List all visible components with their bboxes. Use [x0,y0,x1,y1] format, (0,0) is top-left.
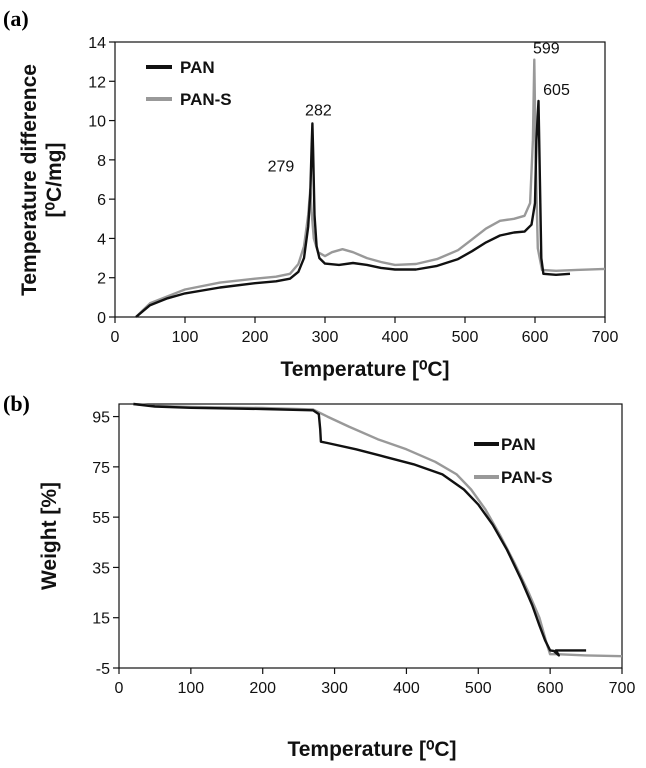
panel-a: (a) 0 2 4 6 8 10 12 14 0 100 200 300 400 500 600 700 2… [3,6,618,381]
panel-b-plot-frame [118,403,623,669]
panel-b-y-tick-label: 55 [92,510,110,527]
panel-b-x-tick-label: 500 [465,680,492,697]
panel-b-y-tick-label: -5 [96,661,110,678]
panel-b-x-tick-label: 400 [393,680,420,697]
legend-label-pan-b: PAN [501,435,536,454]
peak-annotation-279: 279 [268,158,295,175]
panel-a-y-axis-label-line2: [⁰C/mg] [43,143,66,218]
panel-b-x-tick-label: 300 [321,680,348,697]
panel-a-x-axis-label: Temperature [⁰C] [280,358,449,381]
panel-a-x-tick-label: 500 [452,329,479,346]
panel-a-x-tick-label: 200 [242,329,269,346]
panel-b-y-tick-label: 35 [92,560,110,577]
panel-b-x-tick-label: 200 [249,680,276,697]
panel-a-x-tick-label: 0 [111,329,120,346]
legend-label-pan-s-a: PAN-S [180,90,232,109]
panel-b-x-tick-label: 600 [537,680,564,697]
panel-a-y-tick-label: 8 [97,153,106,170]
panel-a-x-tick-label: 600 [522,329,549,346]
peak-annotation-282: 282 [305,103,332,120]
legend-label-pan-a: PAN [180,58,215,77]
panel-b-series-pan [133,402,587,657]
panel-a-y-tick-label: 2 [97,271,106,288]
panel-b-series-pan-s [133,402,623,658]
panel-b-y-axis-label: Weight [%] [38,482,61,590]
panel-a-y-tick-label: 6 [97,192,106,209]
panel-b-y-tick-label: 15 [92,611,110,628]
panel-b-x-axis-label: Temperature [⁰C] [287,738,456,761]
panel-a-x-tick-label: 100 [172,329,199,346]
panel-a-y-tick-label: 10 [88,114,106,131]
panel-a-series-pan [135,99,571,318]
legend-label-pan-s-b: PAN-S [501,468,553,487]
panel-a-plot-frame [114,41,606,318]
panel-b-letter: (b) [3,391,30,416]
panel-a-series-pan-s [135,58,606,318]
panel-b-x-tick-label: 100 [178,680,205,697]
panel-b-x-tick-label: 0 [115,680,124,697]
panel-a-letter: (a) [3,6,29,31]
panel-a-x-tick-label: 400 [382,329,409,346]
panel-a-x-tick-label: 700 [592,329,619,346]
panel-a-x-tick-label: 300 [312,329,339,346]
panel-a-y-tick-label: 12 [88,74,106,91]
peak-annotation-605: 605 [543,82,570,99]
panel-a-y-tick-label: 14 [88,35,106,52]
panel-b-y-tick-label: 75 [92,460,110,477]
panel-a-y-tick-label: 0 [97,310,106,327]
panel-a-y-tick-label: 4 [97,231,106,248]
panel-b-y-tick-label: 95 [92,410,110,427]
panel-a-y-axis-label-line1: Temperature difference [18,64,41,296]
panel-b-x-tick-label: 700 [609,680,636,697]
peak-annotation-599: 599 [533,41,560,58]
